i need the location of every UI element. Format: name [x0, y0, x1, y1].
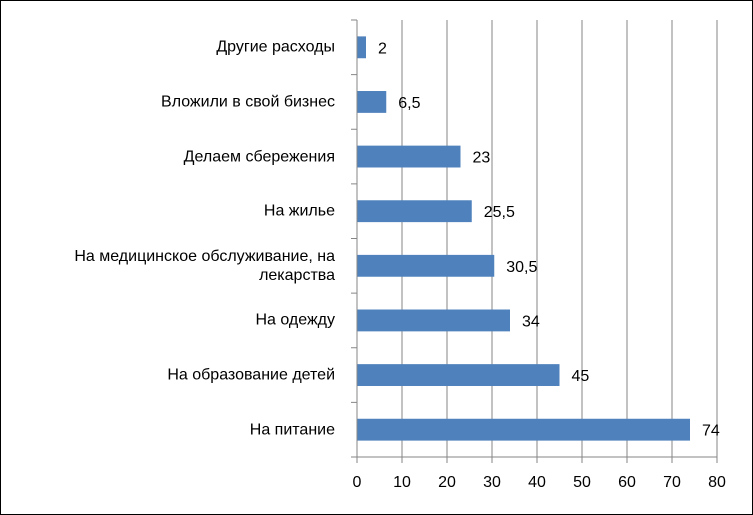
x-tick-labels: 0 10 20 30 40 50 60 70 80	[353, 474, 726, 491]
category-label: На питание	[249, 421, 335, 439]
category-label: На образование детей	[167, 366, 335, 384]
category-label: Вложили в свой бизнес	[161, 93, 335, 111]
bar	[357, 418, 690, 441]
gridlines	[401, 20, 718, 457]
x-tick-label: 30	[483, 474, 501, 491]
data-label: 2	[378, 40, 387, 57]
category-label: На одежду	[255, 311, 335, 329]
data-labels: 2 6,5 23 25,5 30,5 34 45 74	[378, 40, 720, 439]
bar	[357, 91, 387, 113]
bar	[357, 36, 366, 59]
bar	[357, 145, 461, 168]
bar	[357, 254, 495, 277]
bar	[357, 200, 472, 223]
x-tick-label: 50	[573, 474, 591, 491]
x-tick-label: 40	[528, 474, 546, 491]
category-label: На медицинское обслуживание, на лекарств…	[74, 247, 335, 284]
bar	[357, 364, 560, 386]
x-tick-label: 20	[438, 474, 456, 491]
data-label: 30,5	[506, 259, 537, 276]
data-label: 23	[473, 150, 491, 167]
data-label: 74	[702, 423, 720, 440]
bars	[357, 36, 690, 441]
bar	[357, 309, 510, 332]
x-tick-label: 60	[618, 474, 636, 491]
x-tick-label: 10	[393, 474, 411, 491]
category-label: Другие расходы	[216, 38, 335, 56]
x-tick-label: 80	[708, 474, 726, 491]
data-label: 6,5	[398, 95, 420, 112]
x-tick-label: 0	[353, 474, 362, 491]
category-label: На жилье	[263, 202, 335, 220]
x-tick-label: 70	[663, 474, 681, 491]
data-label: 25,5	[484, 204, 515, 221]
axes	[351, 19, 718, 463]
data-label: 34	[522, 313, 540, 330]
data-label: 45	[572, 368, 590, 385]
category-label: Делаем сбережения	[183, 148, 335, 166]
